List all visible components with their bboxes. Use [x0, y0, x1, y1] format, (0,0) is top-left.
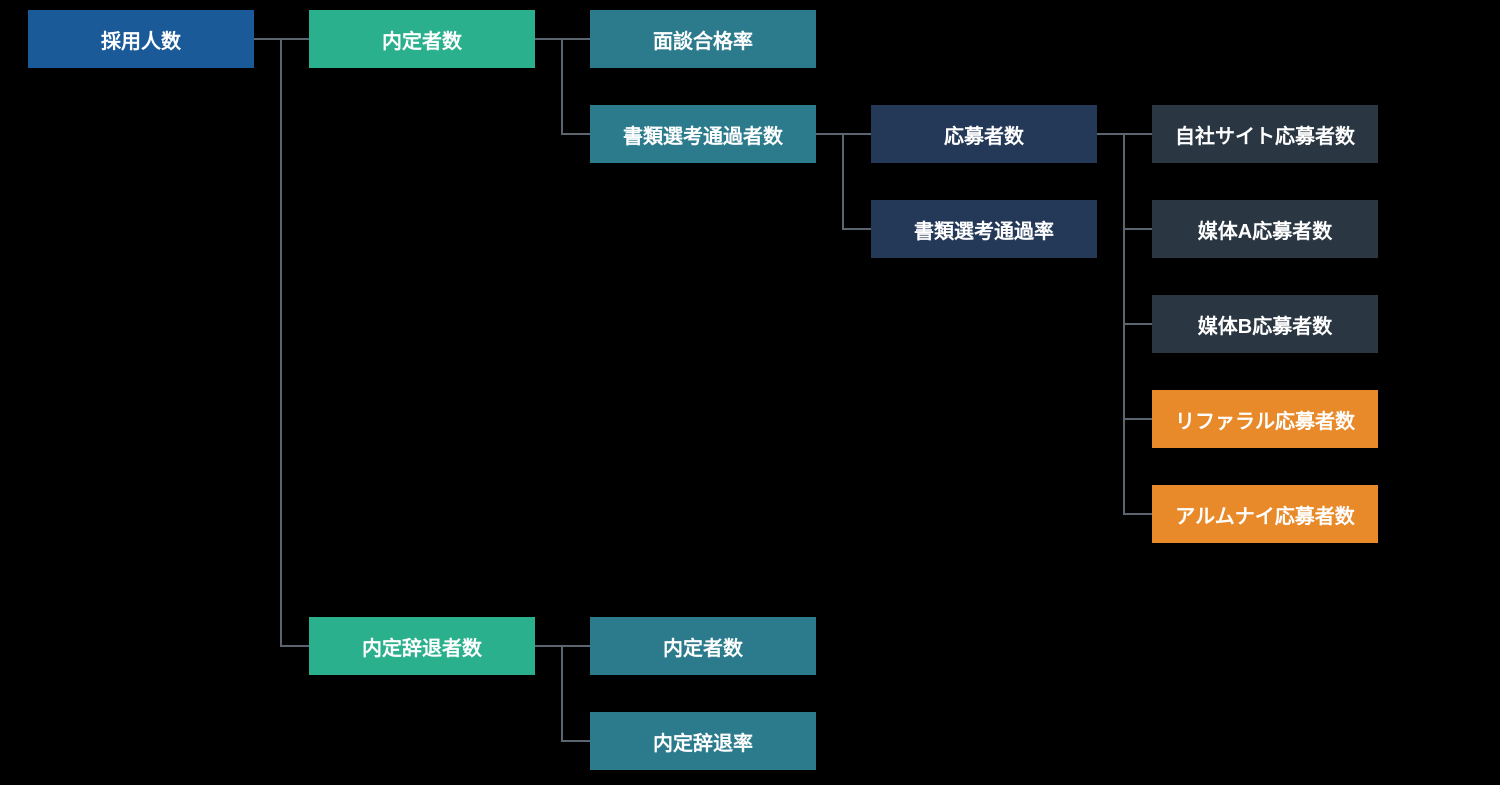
connector [535, 646, 590, 741]
connector [535, 39, 590, 134]
tree-node-n1: 採用人数 [28, 10, 254, 68]
tree-node-n2: 内定者数 [309, 10, 535, 68]
tree-node-n3: 面談合格率 [590, 10, 816, 68]
tree-node-n10: リファラル応募者数 [1152, 390, 1378, 448]
tree-node-label: 媒体B応募者数 [1198, 310, 1332, 339]
tree-node-label: アルムナイ応募者数 [1175, 500, 1354, 529]
tree-node-label: 内定者数 [382, 25, 462, 54]
connector [1097, 134, 1152, 324]
tree-node-n12: 内定辞退者数 [309, 617, 535, 675]
tree-node-n7: 自社サイト応募者数 [1152, 105, 1378, 163]
tree-node-n14: 内定辞退率 [590, 712, 816, 770]
tree-node-label: 書類選考通過者数 [623, 120, 783, 149]
tree-node-label: 自社サイト応募者数 [1175, 120, 1355, 149]
tree-node-label: 採用人数 [101, 25, 181, 54]
tree-node-label: 媒体A応募者数 [1198, 215, 1332, 244]
tree-node-label: 内定辞退者数 [362, 632, 482, 661]
connector [1097, 134, 1152, 229]
tree-node-n4: 書類選考通過者数 [590, 105, 816, 163]
tree-node-label: 応募者数 [944, 120, 1024, 149]
tree-node-label: 内定者数 [663, 632, 743, 661]
tree-node-label: リファラル応募者数 [1175, 405, 1355, 434]
tree-node-label: 面談合格率 [653, 25, 753, 54]
tree-node-label: 内定辞退率 [653, 727, 753, 756]
connector [254, 39, 309, 646]
tree-node-n11: アルムナイ応募者数 [1152, 485, 1378, 543]
connector [1097, 134, 1152, 419]
tree-node-n13: 内定者数 [590, 617, 816, 675]
tree-node-n6: 書類選考通過率 [871, 200, 1097, 258]
tree-node-n8: 媒体A応募者数 [1152, 200, 1378, 258]
tree-node-n5: 応募者数 [871, 105, 1097, 163]
connector [816, 134, 871, 229]
tree-node-label: 書類選考通過率 [914, 215, 1054, 244]
tree-node-n9: 媒体B応募者数 [1152, 295, 1378, 353]
connector [1097, 134, 1152, 514]
